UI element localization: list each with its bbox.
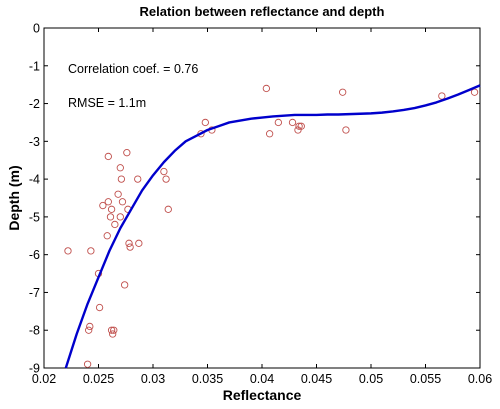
data-point	[135, 239, 143, 247]
data-point	[107, 205, 116, 213]
y-tick-label: -7	[29, 286, 40, 300]
y-tick-label: -8	[29, 324, 40, 338]
fit-curve-line	[64, 84, 481, 369]
fit-curve-series	[64, 84, 481, 369]
data-point	[262, 84, 271, 93]
data-point	[339, 88, 347, 96]
data-point	[162, 175, 170, 183]
x-tick-label: 0.06	[468, 372, 492, 386]
data-point	[274, 118, 282, 127]
y-tick-label: -1	[29, 59, 40, 73]
data-point	[64, 247, 72, 255]
data-point	[85, 326, 93, 334]
y-tick-label: -3	[29, 135, 40, 149]
x-tick-label: 0.025	[83, 372, 114, 386]
chart-title: Relation between reflectance and depth	[140, 4, 385, 19]
y-axis: 0 -1 -2 -3 -4 -5 -6 -7 -8 -9	[29, 22, 480, 376]
data-point	[114, 190, 122, 198]
data-point	[103, 232, 111, 240]
data-point	[87, 247, 95, 255]
data-point	[83, 360, 92, 368]
x-tick-label: 0.045	[301, 372, 332, 386]
data-point	[121, 281, 129, 289]
y-tick-label: -4	[29, 173, 40, 187]
y-tick-label: 0	[33, 22, 40, 36]
x-tick-label: 0.05	[359, 372, 383, 386]
data-point	[265, 130, 274, 138]
data-point	[295, 122, 303, 130]
data-point	[470, 88, 479, 96]
data-point	[107, 326, 116, 334]
data-point	[438, 92, 446, 100]
data-point	[116, 213, 124, 221]
x-tick-label: 0.055	[410, 372, 441, 386]
data-point	[109, 330, 117, 338]
data-point	[104, 152, 112, 161]
data-point	[118, 198, 127, 206]
x-axis: 0.02 0.025 0.03 0.035 0.04 0.045 0.05 0.055 0.06	[32, 28, 492, 386]
data-point	[104, 198, 112, 206]
x-axis-label: Reflectance	[223, 387, 302, 403]
y-tick-label: -2	[29, 97, 40, 111]
x-tick-label: 0.03	[141, 372, 165, 386]
y-tick-label: -6	[29, 248, 40, 262]
x-tick-label: 0.035	[192, 372, 223, 386]
data-point	[125, 239, 133, 247]
rmse-annotation: RMSE = 1.1m	[68, 96, 146, 110]
data-point	[160, 167, 168, 176]
y-tick-label: -9	[29, 362, 40, 376]
data-point	[134, 175, 142, 183]
scatter-series	[64, 84, 479, 368]
data-point	[99, 201, 107, 210]
plot-area-frame	[43, 27, 481, 369]
y-axis-label: Depth (m)	[6, 165, 22, 230]
data-point	[117, 175, 126, 183]
correlation-annotation: Correlation coef. = 0.76	[68, 62, 198, 76]
data-point	[110, 326, 118, 334]
data-point	[111, 220, 119, 229]
data-point	[164, 205, 172, 213]
y-tick-label: -5	[29, 210, 40, 224]
data-point	[342, 126, 350, 134]
data-point	[106, 213, 115, 221]
data-point	[297, 122, 305, 130]
data-point	[95, 303, 104, 312]
data-point	[116, 164, 124, 172]
x-tick-label: 0.04	[250, 372, 274, 386]
data-point	[126, 243, 134, 251]
data-point	[123, 149, 131, 157]
x-tick-label: 0.02	[32, 372, 56, 386]
data-point	[201, 118, 209, 127]
data-point	[288, 118, 297, 127]
data-point	[86, 322, 94, 331]
